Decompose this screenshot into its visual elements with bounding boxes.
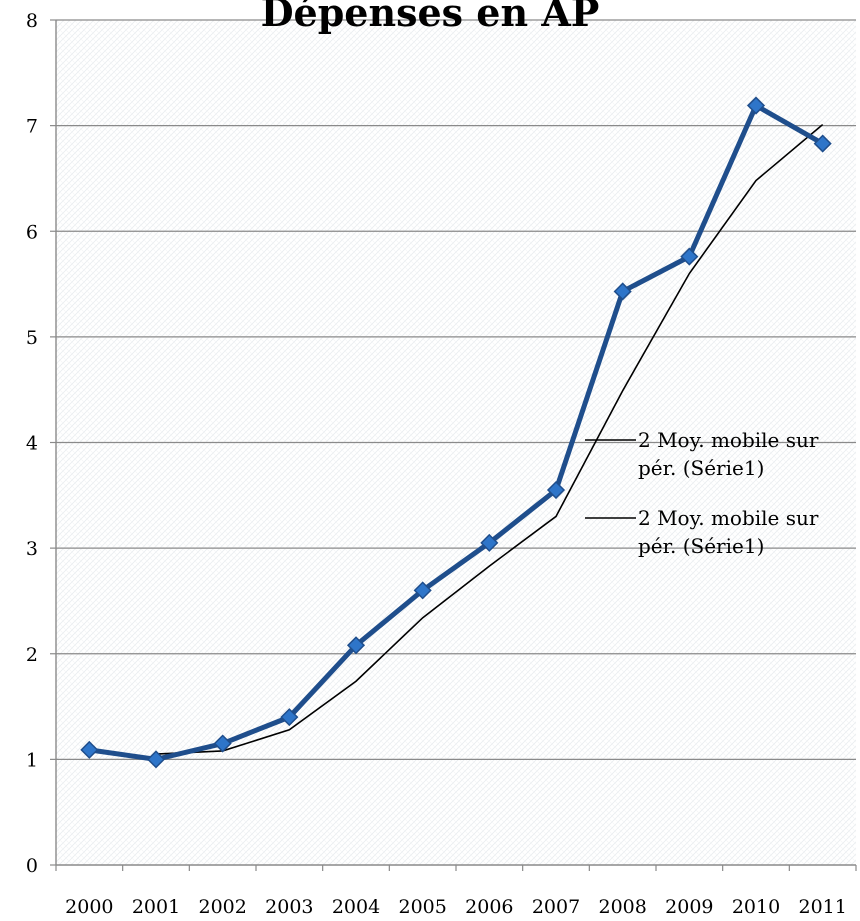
data-point-marker: [80, 740, 99, 759]
x-tick-label: 2002: [198, 896, 246, 918]
x-tick-label: 2011: [798, 896, 846, 918]
y-tick-label: 5: [26, 327, 38, 349]
legend-label: 2 Moy. mobile sur: [638, 506, 819, 530]
data-point-marker: [480, 533, 499, 552]
legend-entry: 2 Moy. mobile sur pér. (Série1): [585, 506, 819, 558]
x-tick-label: 2001: [132, 896, 180, 918]
x-tick-label: 2010: [732, 896, 780, 918]
y-tick-label: 8: [26, 10, 38, 32]
data-point-marker: [213, 734, 232, 753]
legend-label: 2 Moy. mobile sur: [638, 428, 819, 452]
y-tick-label: 0: [26, 855, 38, 877]
y-tick-label: 1: [26, 749, 38, 771]
x-tick-label: 2000: [65, 896, 113, 918]
x-tick-label: 2004: [332, 896, 380, 918]
data-point-marker: [613, 282, 632, 301]
series: [80, 96, 832, 769]
legend-label: pér. (Série1): [638, 534, 764, 558]
tick-labels: 0 1 2 3 4 5 6 7 8 2000 2001 2002 2003 2004 2005 2006 200…: [26, 10, 847, 918]
y-tick-label: 4: [26, 433, 38, 455]
legend-label: pér. (Série1): [638, 456, 764, 480]
x-tick-label: 2003: [265, 896, 313, 918]
x-tick-label: 2005: [398, 896, 446, 918]
data-point-marker: [346, 636, 366, 655]
gridlines: [56, 19, 856, 760]
x-tick-label: 2009: [665, 896, 713, 918]
data-point-marker: [146, 750, 166, 769]
series-line-moving-average: [155, 123, 824, 755]
y-tick-label: 3: [26, 538, 38, 560]
data-point-marker: [546, 480, 566, 500]
x-tick-label: 2007: [532, 896, 580, 918]
data-point-marker: [413, 581, 432, 600]
x-tick-label: 2008: [598, 896, 646, 918]
legend-entry: 2 Moy. mobile sur pér. (Série1): [585, 428, 819, 480]
y-tick-label: 6: [26, 221, 38, 243]
axes: [50, 19, 857, 871]
y-tick-label: 2: [26, 644, 38, 666]
chart-title: Dépenses en AP: [261, 0, 600, 35]
data-point-marker: [680, 247, 699, 266]
data-point-marker: [280, 708, 299, 727]
series-line-main: [88, 103, 824, 762]
data-point-marker: [813, 134, 832, 153]
data-point-marker: [746, 96, 766, 115]
x-tick-label: 2006: [465, 896, 513, 918]
y-tick-label: 7: [26, 116, 38, 138]
